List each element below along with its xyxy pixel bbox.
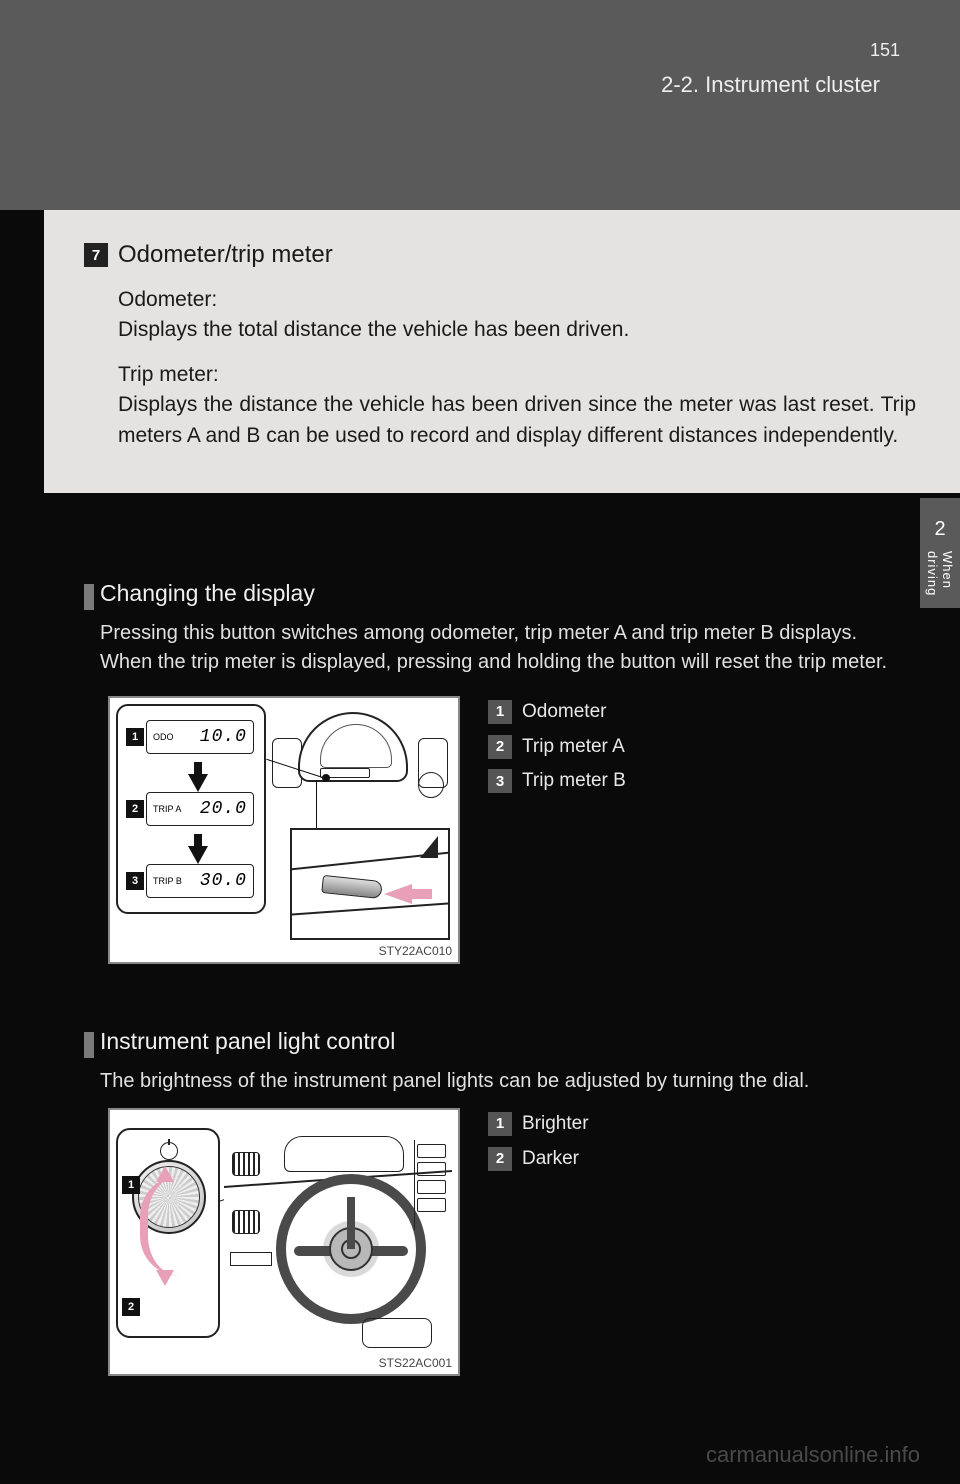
chapter-label: When driving	[925, 551, 955, 608]
legend-badge-2: 2	[488, 735, 512, 759]
section-body: The brightness of the instrument panel l…	[100, 1067, 900, 1096]
button-press-inset	[290, 828, 450, 940]
section-title: Instrument panel light control	[100, 1028, 900, 1055]
up-arrow-icon	[156, 1166, 174, 1182]
figure-light-control: 1 2 STS22AC001	[108, 1108, 460, 1376]
figure-caption: STY22AC010	[379, 944, 452, 958]
chapter-side-tab: 2 When driving	[920, 498, 960, 608]
figure-1-legend: 1 Odometer 2 Trip meter A 3 Trip meter B	[488, 696, 626, 964]
brightness-icon	[160, 1142, 178, 1160]
section-bar-icon	[84, 1032, 94, 1058]
dial-callout-panel: 1 2	[116, 1128, 220, 1338]
down-arrow-icon	[156, 1270, 174, 1286]
instrument-cluster-icon	[270, 708, 450, 818]
figure-2-legend: 1 Brighter 2 Darker	[488, 1108, 589, 1376]
figure-odometer-switch: 1 ODO 10.0 2 TRIP A 20.0 3 TRIP B 30.0	[108, 696, 460, 964]
figure-row-1: 1 ODO 10.0 2 TRIP A 20.0 3 TRIP B 30.0	[108, 696, 626, 964]
display-trip-a: TRIP A 20.0	[146, 792, 254, 826]
page-number: 151	[870, 40, 900, 61]
item-number-badge: 7	[84, 243, 108, 267]
section-bar-icon	[84, 584, 94, 610]
badge-2: 2	[126, 800, 144, 818]
rotation-arc-icon	[140, 1176, 198, 1276]
badge-3: 3	[126, 872, 144, 890]
down-arrow-icon	[188, 846, 208, 864]
legend-label: Brighter	[522, 1112, 589, 1137]
figure-caption: STS22AC001	[379, 1356, 452, 1370]
callout-box: 7 Odometer/trip meter Odometer: Displays…	[44, 210, 960, 493]
trip-text: Displays the distance the vehicle has be…	[118, 390, 916, 451]
section-panel-light: Instrument panel light control The brigh…	[100, 1028, 900, 1096]
legend-label: Darker	[522, 1147, 589, 1172]
header-band: 151 2-2. Instrument cluster	[0, 0, 960, 210]
display-trip-b-label: TRIP B	[153, 876, 182, 886]
display-trip-a-label: TRIP A	[153, 804, 181, 814]
display-trip-b: TRIP B 30.0	[146, 864, 254, 898]
odometer-text: Displays the total distance the vehicle …	[118, 315, 916, 345]
section-body: Pressing this button switches among odom…	[100, 619, 900, 677]
legend-label: Trip meter B	[522, 769, 626, 794]
display-trip-b-value: 30.0	[200, 871, 247, 891]
legend-badge-1: 1	[488, 700, 512, 724]
reset-button-icon	[321, 875, 383, 899]
legend-badge-2: 2	[488, 1147, 512, 1171]
figure-row-2: 1 2 STS22AC001 1 Brighter 2 Darker	[108, 1108, 589, 1376]
trip-label: Trip meter:	[118, 360, 916, 390]
press-arrow-icon	[384, 884, 412, 904]
section-title: Changing the display	[100, 580, 900, 607]
badge-1: 1	[122, 1176, 140, 1194]
display-odo: ODO 10.0	[146, 720, 254, 754]
badge-1: 1	[126, 728, 144, 746]
display-odo-label: ODO	[153, 732, 174, 742]
display-trip-a-value: 20.0	[200, 799, 247, 819]
callout-title: Odometer/trip meter	[118, 238, 333, 273]
watermark: carmanualsonline.info	[706, 1442, 920, 1468]
leader-dot	[322, 774, 330, 782]
section-reference: 2-2. Instrument cluster	[661, 72, 880, 98]
dashboard-illustration	[224, 1120, 452, 1354]
display-callout-panel: 1 ODO 10.0 2 TRIP A 20.0 3 TRIP B 30.0	[116, 704, 266, 914]
legend-label: Odometer	[522, 700, 626, 725]
display-odo-value: 10.0	[200, 727, 247, 747]
odometer-label: Odometer:	[118, 285, 916, 315]
section-changing-display: Changing the display Pressing this butto…	[100, 580, 900, 677]
down-arrow-icon	[188, 774, 208, 792]
legend-badge-1: 1	[488, 1112, 512, 1136]
chapter-number: 2	[934, 518, 945, 541]
steering-wheel-icon	[276, 1174, 426, 1324]
badge-2: 2	[122, 1298, 140, 1316]
legend-badge-3: 3	[488, 769, 512, 793]
legend-label: Trip meter A	[522, 735, 626, 760]
